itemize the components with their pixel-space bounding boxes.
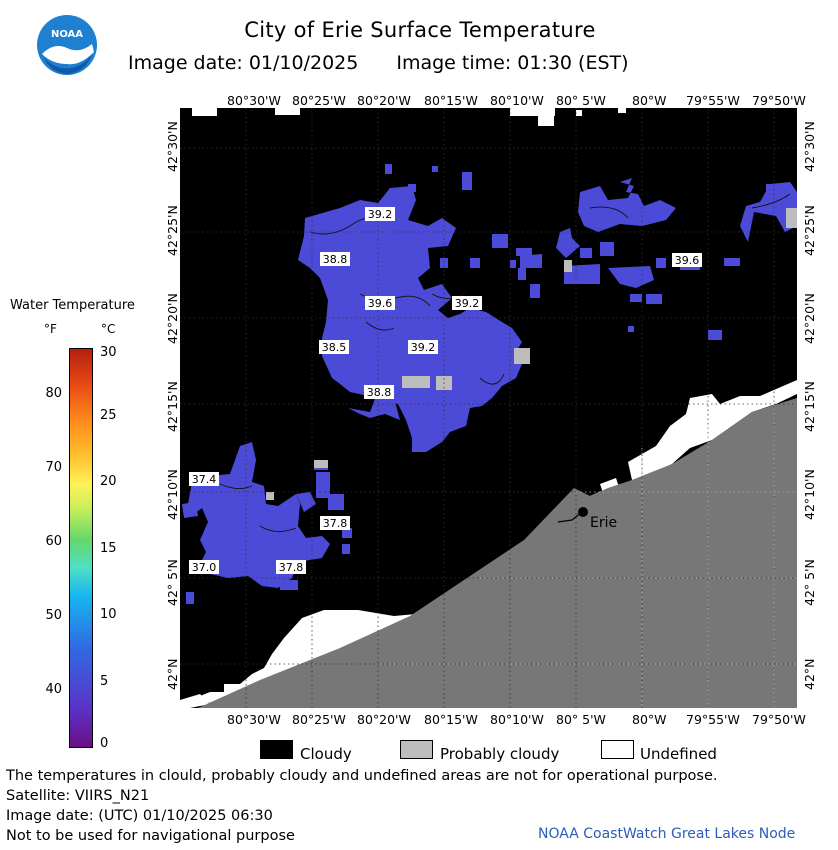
temperature-labels: 39.2 38.8 39.6 39.2 38.5 39.2 38.8 39.6 … bbox=[189, 207, 702, 574]
colorbar-f-tick: 80 bbox=[45, 386, 62, 401]
colorbar-c-tick: 5 bbox=[100, 674, 109, 689]
temp-label: 39.2 bbox=[368, 208, 393, 221]
harbor-outline bbox=[557, 511, 583, 523]
lat-tick-right: 42°30'N bbox=[802, 121, 817, 172]
lon-tick-bottom: 80°30'W bbox=[227, 712, 281, 727]
graticule bbox=[180, 108, 797, 708]
lat-tick-left: 42°15'N bbox=[165, 381, 180, 432]
page-title: City of Erie Surface Temperature bbox=[244, 18, 596, 42]
image-time: Image time: 01:30 (EST) bbox=[396, 52, 629, 74]
lon-tick-top: 80°W bbox=[632, 93, 667, 108]
lat-tick-right: 42°N bbox=[802, 658, 817, 690]
footer-utc-date: Image date: (UTC) 01/10/2025 06:30 bbox=[6, 808, 273, 824]
lon-tick-bottom: 80°10'W bbox=[490, 712, 544, 727]
colorbar-f-tick: 70 bbox=[45, 460, 62, 475]
cloudy-label: Cloudy bbox=[300, 745, 352, 763]
lon-tick-bottom: 80°15'W bbox=[424, 712, 478, 727]
lat-tick-left: 42°20'N bbox=[165, 293, 180, 344]
lon-tick-top: 80°25'W bbox=[292, 93, 346, 108]
lat-tick-left: 42°10'N bbox=[165, 469, 180, 520]
lat-tick-left: 42° 5'N bbox=[165, 559, 180, 606]
undefined-swatch bbox=[601, 740, 634, 759]
undefined-speckles bbox=[192, 108, 626, 126]
temp-label: 37.0 bbox=[192, 561, 217, 574]
lon-tick-top: 79°50'W bbox=[752, 93, 806, 108]
lat-tick-right: 42°25'N bbox=[802, 205, 817, 256]
colorbar-c-tick: 30 bbox=[100, 345, 117, 360]
lat-tick-right: 42° 5'N bbox=[802, 559, 817, 606]
colorbar-c-tick: 25 bbox=[100, 408, 117, 423]
lon-tick-bottom: 80°W bbox=[632, 712, 667, 727]
lat-tick-right: 42°15'N bbox=[802, 381, 817, 432]
temp-label: 38.8 bbox=[367, 386, 392, 399]
temp-label: 38.8 bbox=[323, 253, 348, 266]
colorbar-f-tick: 50 bbox=[45, 608, 62, 623]
lat-tick-left: 42°30'N bbox=[165, 121, 180, 172]
probably-cloudy-label: Probably cloudy bbox=[440, 745, 560, 763]
lon-tick-bottom: 80°25'W bbox=[292, 712, 346, 727]
water-temperature-areas bbox=[182, 164, 797, 604]
lon-tick-bottom: 80°20'W bbox=[357, 712, 411, 727]
lat-tick-left: 42°N bbox=[165, 658, 180, 690]
lat-tick-right: 42°20'N bbox=[802, 293, 817, 344]
temp-label: 39.2 bbox=[411, 341, 436, 354]
temperature-map: 39.2 38.8 39.6 39.2 38.5 39.2 38.8 39.6 … bbox=[180, 108, 797, 708]
lat-tick-right: 42°10'N bbox=[802, 469, 817, 520]
legend-title: Water Temperature bbox=[10, 298, 135, 313]
lon-tick-top: 80°30'W bbox=[227, 93, 281, 108]
colorbar-f-tick: 60 bbox=[45, 534, 62, 549]
colorbar-f-tick: 40 bbox=[45, 682, 62, 697]
image-date: Image date: 01/10/2025 bbox=[128, 52, 359, 74]
footer-satellite: Satellite: VIIRS_N21 bbox=[6, 788, 150, 804]
lon-tick-top: 80° 5'W bbox=[556, 93, 606, 108]
unit-fahrenheit: °F bbox=[44, 322, 57, 336]
lon-tick-bottom: 79°55'W bbox=[686, 712, 740, 727]
graticule-land bbox=[380, 400, 797, 708]
footer-notes: The temperatures in clould, probably clo… bbox=[6, 766, 717, 846]
temp-label: 39.6 bbox=[675, 254, 700, 267]
footer-disclaimer: The temperatures in clould, probably clo… bbox=[6, 768, 718, 784]
temp-label: 37.8 bbox=[279, 561, 304, 574]
image-date-time: Image date: 01/10/2025 Image time: 01:30 … bbox=[128, 52, 629, 74]
lon-tick-bottom: 80° 5'W bbox=[556, 712, 606, 727]
lon-tick-top: 80°15'W bbox=[424, 93, 478, 108]
temp-label: 37.8 bbox=[323, 517, 348, 530]
lon-tick-bottom: 79°50'W bbox=[752, 712, 806, 727]
lat-tick-left: 42°25'N bbox=[165, 205, 180, 256]
credit: NOAA CoastWatch Great Lakes Node bbox=[538, 826, 796, 842]
temp-label: 39.2 bbox=[455, 297, 480, 310]
colorbar-c-tick: 15 bbox=[100, 541, 117, 556]
cloudy-swatch bbox=[260, 740, 293, 759]
lon-tick-top: 80°10'W bbox=[490, 93, 544, 108]
unit-celsius: °C bbox=[101, 322, 116, 336]
temp-label: 37.4 bbox=[192, 473, 217, 486]
temp-label: 39.6 bbox=[368, 297, 393, 310]
lon-tick-top: 80°20'W bbox=[357, 93, 411, 108]
colorbar-c-tick: 20 bbox=[100, 474, 117, 489]
erie-city-marker bbox=[578, 507, 588, 517]
lon-tick-top: 79°55'W bbox=[686, 93, 740, 108]
colorbar-c-tick: 0 bbox=[100, 736, 109, 751]
undefined-label: Undefined bbox=[640, 745, 717, 763]
colorbar-c-tick: 10 bbox=[100, 607, 117, 622]
erie-city-label: Erie bbox=[590, 515, 617, 531]
probably-cloudy-swatch bbox=[400, 740, 433, 759]
temp-label: 38.5 bbox=[322, 341, 347, 354]
temperature-colorbar bbox=[69, 348, 93, 748]
land bbox=[198, 398, 797, 708]
footer-navigation-note: Not to be used for navigational purpose bbox=[6, 828, 295, 844]
logo-text: NOAA bbox=[51, 29, 83, 40]
noaa-logo: NOAA bbox=[37, 15, 97, 75]
